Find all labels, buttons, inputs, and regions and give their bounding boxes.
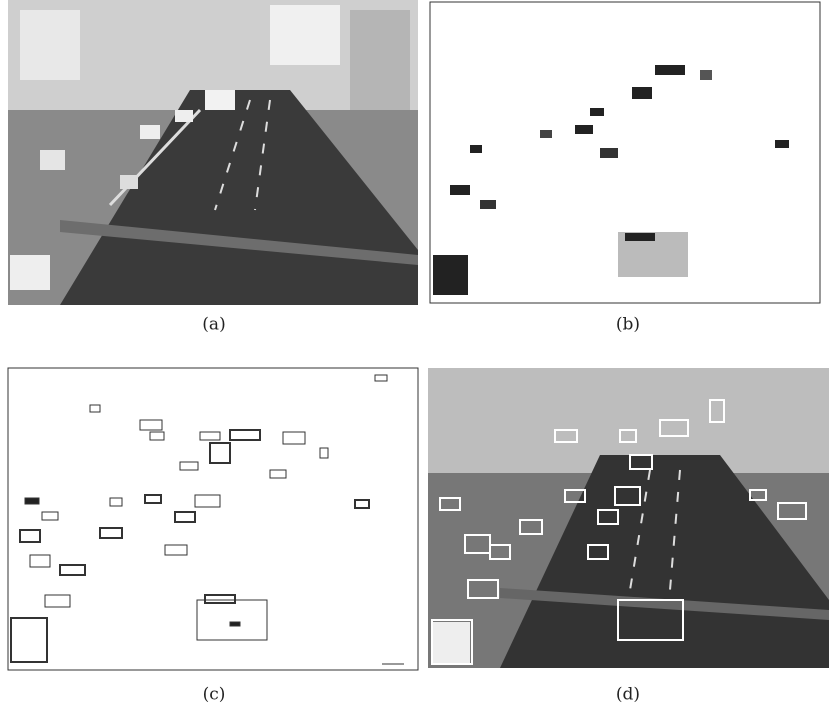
panel-caption: (c) [203,685,226,705]
panel-caption: (d) [616,685,640,705]
panel-b-image [430,2,820,303]
panel-a-image [8,0,418,305]
figure: (a) (b) [0,0,829,713]
panel-caption: (b) [616,315,640,335]
panel-d-image [428,368,829,668]
panel-c-image [8,368,418,670]
panel-caption: (a) [202,315,225,335]
